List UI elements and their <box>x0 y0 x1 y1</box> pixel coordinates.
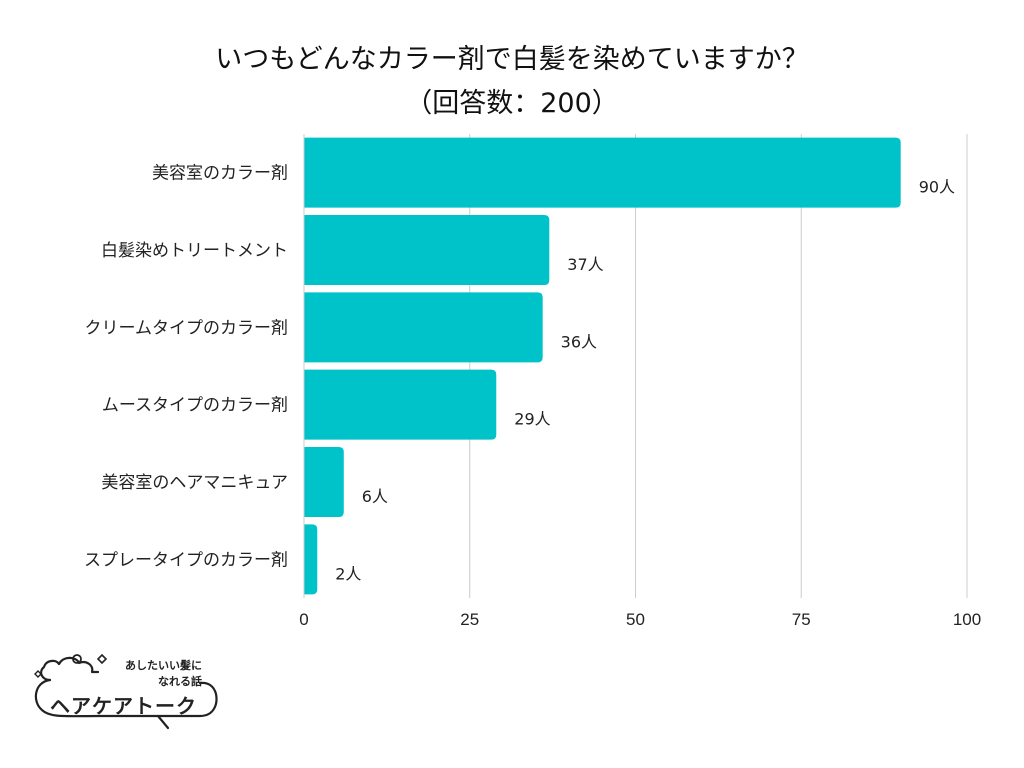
x-tick-label-0: 0 <box>299 610 308 629</box>
data-label-2: 36人 <box>561 332 597 351</box>
category-label-2: クリームタイプのカラー剤 <box>85 318 289 338</box>
logo-tagline: あしたいい髪に なれる話 <box>120 658 202 690</box>
bar-4 <box>304 447 344 517</box>
bar-0 <box>304 137 901 208</box>
chart-title: いつもどんなカラー剤で白髪を染めていますか？ （回答数：200） <box>0 38 1024 126</box>
data-label-3: 29人 <box>514 410 550 429</box>
data-label-4: 6人 <box>362 487 388 506</box>
data-label-5: 2人 <box>335 564 361 583</box>
x-tick-label-25: 25 <box>460 610 479 629</box>
bar-2 <box>304 292 543 363</box>
cloud-logo-icon <box>34 653 218 730</box>
bar-1 <box>304 215 550 285</box>
logo-tagline-line1: あしたいい髪に <box>125 659 202 672</box>
category-label-3: ムースタイプのカラー剤 <box>102 396 288 416</box>
brand-logo: あしたいい髪に なれる話 ヘアケアトーク <box>28 650 228 730</box>
x-tick-label-75: 75 <box>792 610 811 629</box>
bar-3 <box>304 369 497 440</box>
data-label-0: 90人 <box>919 178 955 197</box>
x-tick-label-50: 50 <box>626 610 645 629</box>
logo-name: ヘアケアトーク <box>50 694 197 718</box>
chart-title-line2: （回答数：200） <box>405 88 619 119</box>
bar-5 <box>304 524 318 595</box>
logo-tagline-line2: なれる話 <box>158 675 202 688</box>
category-label-1: 白髪染めトリートメント <box>101 241 288 261</box>
category-label-5: スプレータイプのカラー剤 <box>84 550 288 570</box>
category-label-0: 美容室のカラー剤 <box>152 164 288 184</box>
data-label-1: 37人 <box>567 255 603 274</box>
x-tick-label-100: 100 <box>953 610 981 629</box>
chart-title-line1: いつもどんなカラー剤で白髪を染めていますか？ <box>215 44 809 75</box>
category-label-4: 美容室のヘアマニキュア <box>101 473 288 493</box>
